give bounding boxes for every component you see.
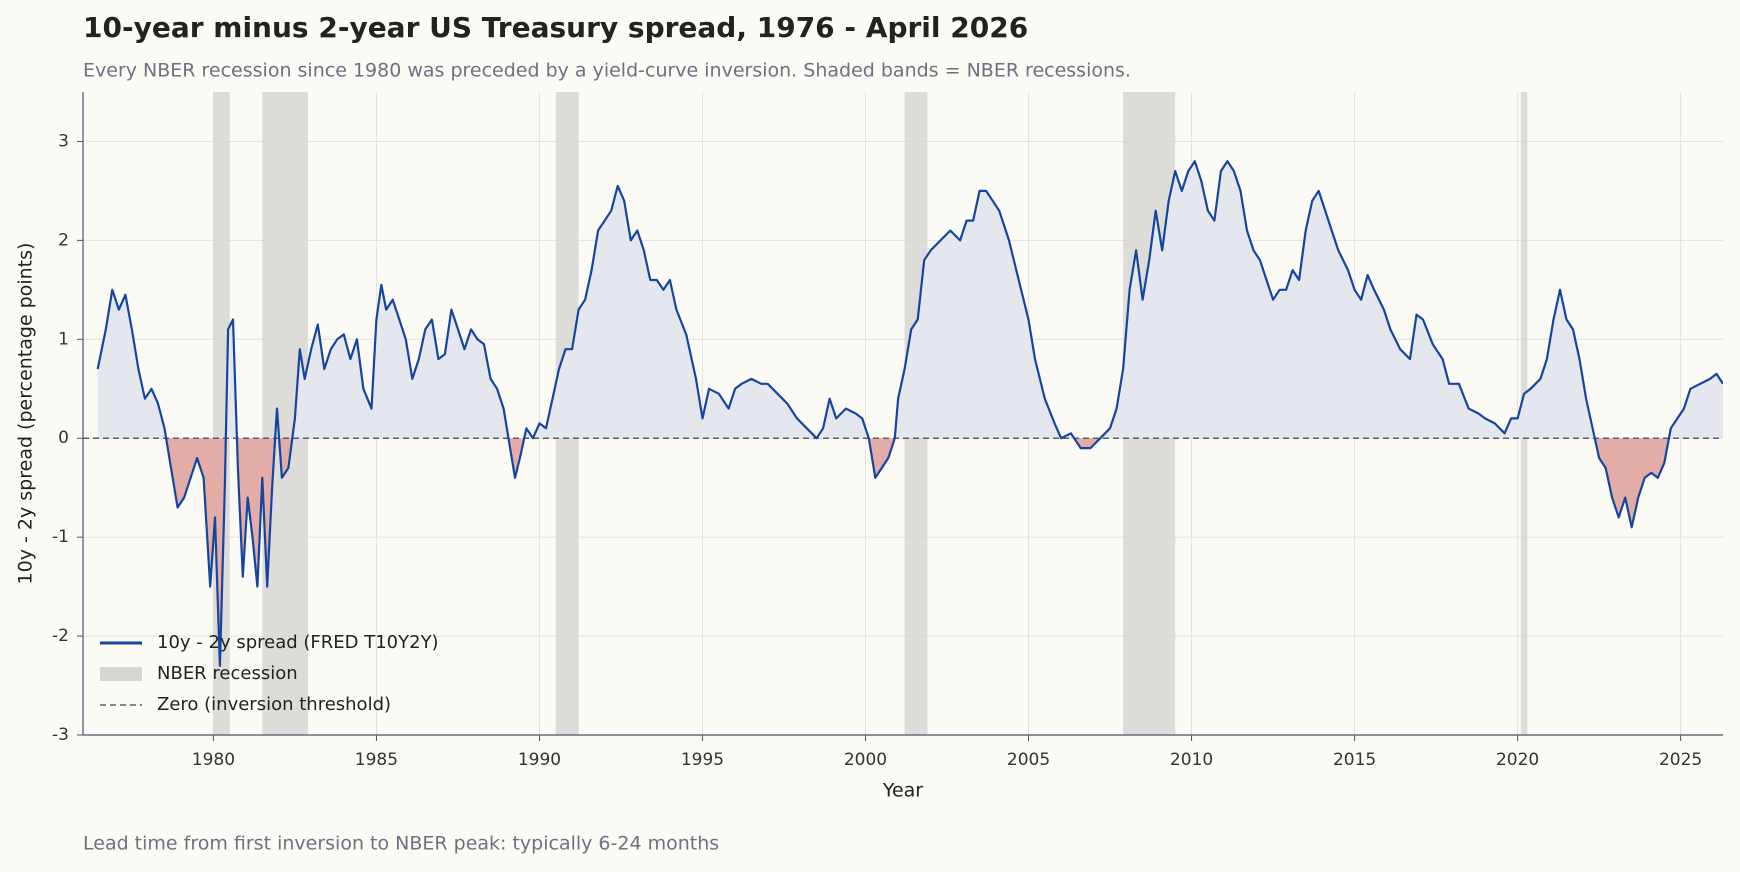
y-tick-label: 2 [58, 230, 69, 250]
legend-swatch [100, 667, 142, 681]
y-tick-label: -1 [52, 527, 69, 547]
x-tick-label: 1995 [681, 750, 724, 770]
x-tick-label: 2015 [1333, 750, 1376, 770]
negative-area [97, 438, 1723, 666]
legend-label: NBER recession [157, 663, 298, 684]
x-axis-label: Year [882, 780, 923, 802]
x-tick-label: 2000 [844, 750, 887, 770]
legend: 10y - 2y spread (FRED T10Y2Y) NBER recess… [100, 632, 439, 715]
positive-area [97, 161, 1723, 439]
y-tick-label: 3 [58, 131, 69, 151]
x-tick-label: 2005 [1007, 750, 1050, 770]
x-tick-label: 2025 [1659, 750, 1702, 770]
legend-label: Zero (inversion threshold) [157, 694, 391, 715]
x-tick-label: 2020 [1496, 750, 1539, 770]
y-axis-label: 10y - 2y spread (percentage points) [15, 243, 37, 585]
y-tick-label: 1 [58, 329, 69, 349]
y-tick-label: -2 [52, 626, 69, 646]
legend-label: 10y - 2y spread (FRED T10Y2Y) [157, 632, 439, 653]
x-tick-label: 1990 [518, 750, 561, 770]
chart-title: 10-year minus 2-year US Treasury spread,… [83, 11, 1028, 44]
spread-line [96, 160, 1723, 667]
y-tick-label: -3 [52, 725, 69, 745]
y-tick-label: 0 [58, 428, 69, 448]
x-tick-label: 2010 [1170, 750, 1213, 770]
footnote: Lead time from first inversion to NBER p… [83, 833, 719, 855]
x-tick-label: 1985 [355, 750, 398, 770]
x-tick-label: 1980 [192, 750, 235, 770]
chart-subtitle: Every NBER recession since 1980 was prec… [83, 60, 1131, 82]
